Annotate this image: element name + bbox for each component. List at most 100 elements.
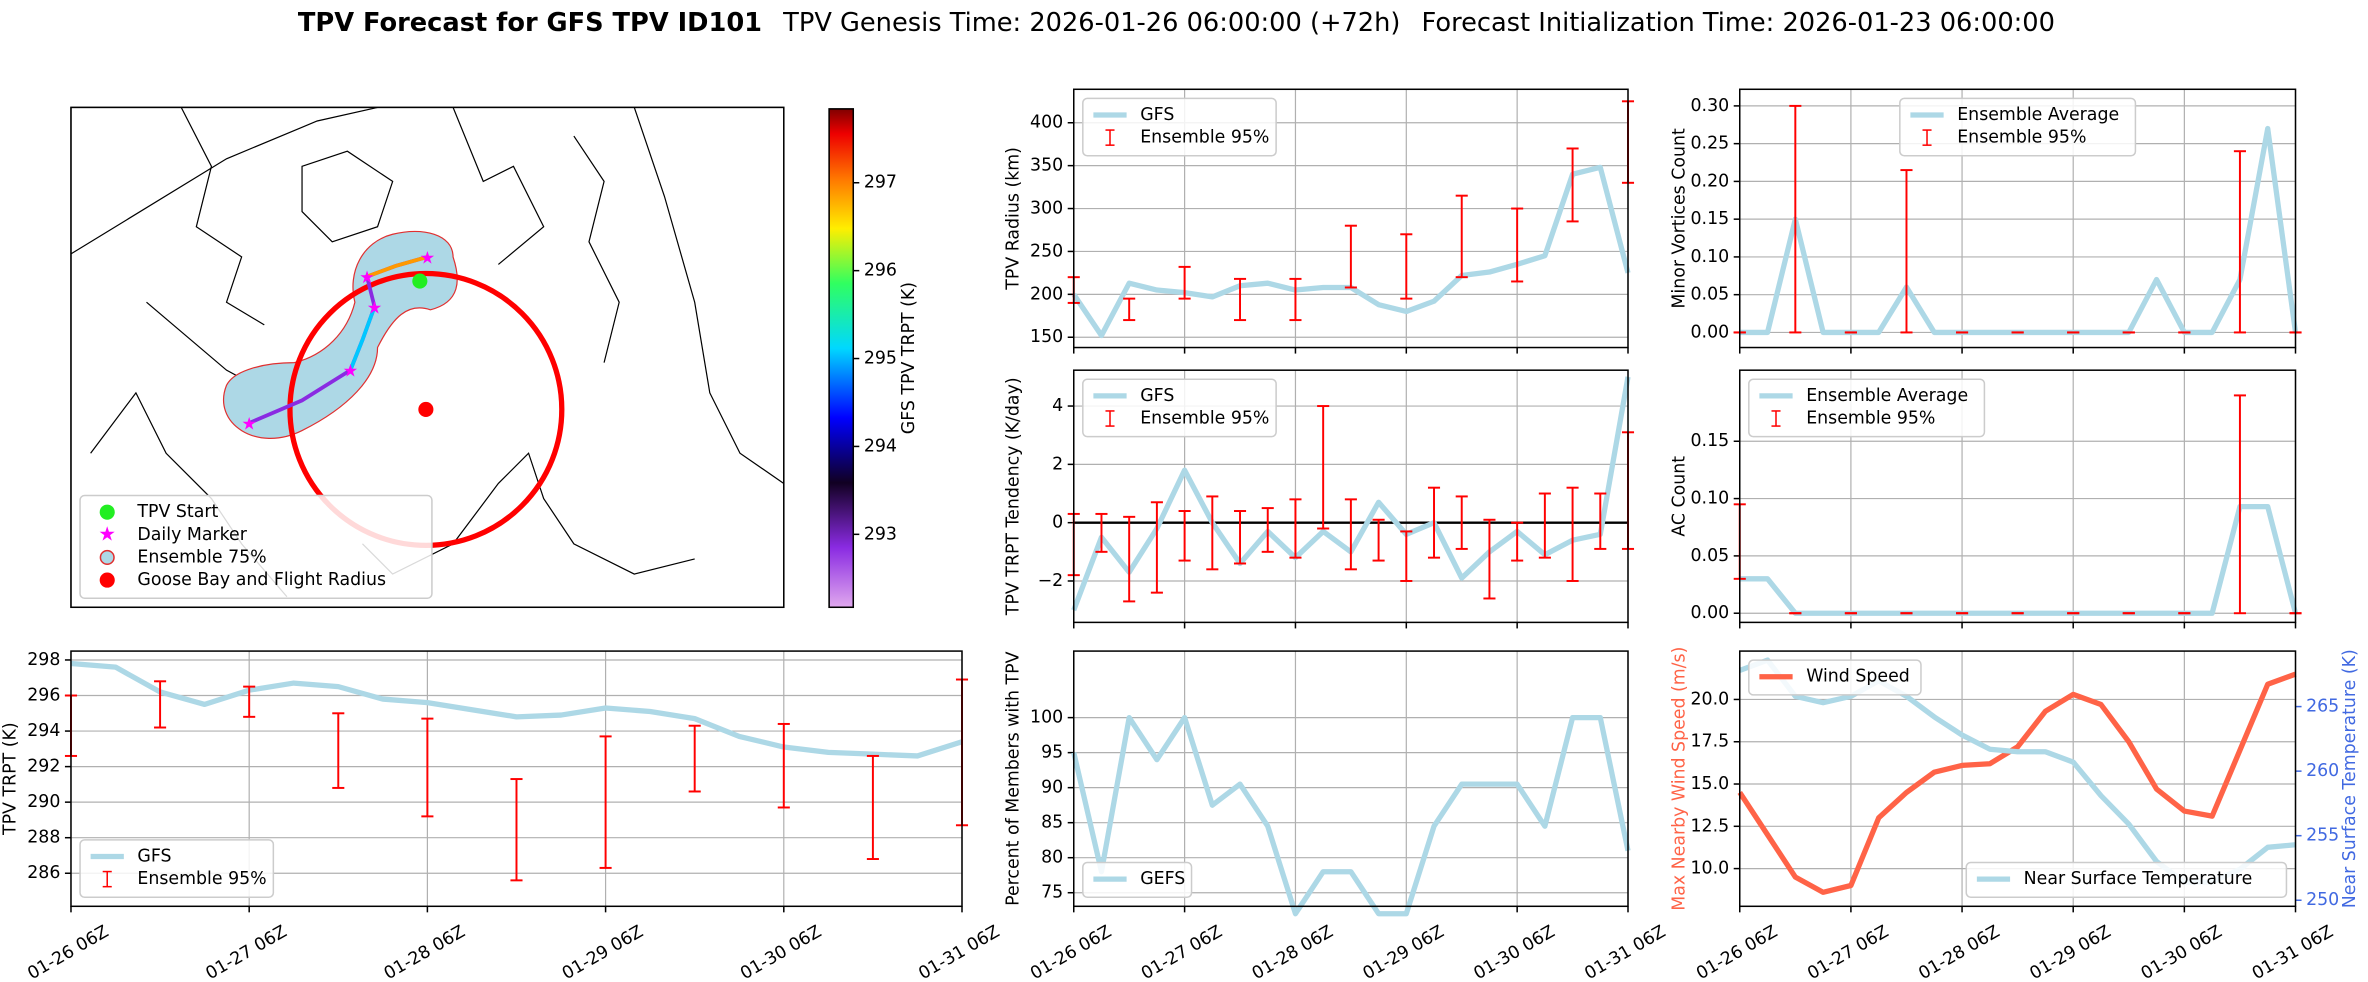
y-tick-label: 90 bbox=[1041, 778, 1063, 798]
legend-label: Near Surface Temperature bbox=[2024, 869, 2253, 889]
y-tick-label: 95 bbox=[1041, 743, 1063, 763]
y-tick-label: 4 bbox=[1052, 396, 1063, 416]
y-tick-label: 0.25 bbox=[1691, 134, 1730, 154]
map-frame bbox=[70, 106, 785, 609]
y-tick-label: 80 bbox=[1041, 848, 1063, 868]
svg-text:★: ★ bbox=[359, 268, 375, 288]
x-tick-label: 01-30 06Z bbox=[1470, 922, 1558, 982]
legend-symbol bbox=[99, 572, 115, 588]
y-tick-label: 294 bbox=[27, 721, 60, 741]
y-tick-label: 292 bbox=[27, 757, 60, 777]
y-tick-label: 288 bbox=[27, 828, 60, 848]
plot-frame bbox=[1739, 88, 2297, 349]
y-axis-label: Minor Vortices Count bbox=[1669, 128, 1689, 309]
y-axis-label: AC Count bbox=[1669, 456, 1689, 537]
legend-label: Daily Marker bbox=[137, 525, 247, 545]
plot-frame bbox=[1072, 650, 1629, 908]
colorbar-tick-label: 297 bbox=[864, 173, 897, 193]
y-axis-label: TPV TRPT (K) bbox=[1, 722, 21, 836]
y-tick-label: 0.10 bbox=[1691, 489, 1730, 509]
title-init: Forecast Initialization Time: 2026-01-23… bbox=[1422, 7, 2055, 37]
legend-label: Ensemble 95% bbox=[1140, 409, 1269, 429]
y-tick-label: 20.0 bbox=[1691, 689, 1730, 709]
y-axis-label: Percent of Members with TPV bbox=[1003, 651, 1023, 905]
legend-label: Ensemble 75% bbox=[137, 547, 266, 567]
y-tick-label: 75 bbox=[1041, 883, 1063, 903]
y-tick-label: 150 bbox=[1030, 327, 1063, 347]
y-tick-label: 0.00 bbox=[1691, 603, 1730, 623]
x-tick-label: 01-31 06Z bbox=[1581, 922, 1669, 982]
plot-frame bbox=[1739, 650, 2297, 908]
y-tick-label: 200 bbox=[1030, 284, 1063, 304]
y-tick-label: 10.0 bbox=[1691, 859, 1730, 879]
x-tick-label: 01-28 06Z bbox=[381, 922, 469, 982]
x-tick-label: 01-28 06Z bbox=[1249, 922, 1337, 982]
x-tick-label: 01-26 06Z bbox=[1693, 922, 1781, 982]
y-tick-label: 0.10 bbox=[1691, 247, 1730, 267]
legend-label: TPV Start bbox=[136, 502, 218, 522]
svg-text:★: ★ bbox=[420, 248, 436, 268]
x-tick-label: 01-29 06Z bbox=[1360, 922, 1448, 982]
plot-frame bbox=[70, 650, 963, 908]
legend-label: Ensemble 95% bbox=[137, 869, 266, 889]
legend-label: GEFS bbox=[1140, 869, 1185, 889]
x-tick-label: 01-30 06Z bbox=[737, 922, 825, 982]
svg-text:★: ★ bbox=[367, 298, 383, 318]
colorbar-tick-label: 295 bbox=[864, 349, 897, 369]
x-tick-label: 01-30 06Z bbox=[2138, 922, 2226, 982]
x-tick-label: 01-29 06Z bbox=[2027, 922, 2115, 982]
y2-tick-label: 260 bbox=[2306, 761, 2339, 781]
legend-label: GFS bbox=[1140, 105, 1174, 125]
y-tick-label: 286 bbox=[27, 863, 60, 883]
y-tick-label: −2 bbox=[1038, 571, 1064, 591]
y-tick-label: 15.0 bbox=[1691, 774, 1730, 794]
legend-label: Ensemble 95% bbox=[1957, 128, 2086, 148]
y-tick-label: 12.5 bbox=[1691, 816, 1730, 836]
title-main: TPV Forecast for GFS TPV ID101 bbox=[298, 7, 762, 37]
y-tick-label: 350 bbox=[1030, 156, 1063, 176]
x-tick-label: 01-28 06Z bbox=[1915, 922, 2003, 982]
y2-tick-label: 255 bbox=[2306, 826, 2339, 846]
y-tick-label: 0.20 bbox=[1691, 171, 1730, 191]
y-tick-label: 0 bbox=[1052, 513, 1063, 533]
series-line bbox=[70, 660, 963, 759]
legend-symbol: ★ bbox=[98, 522, 116, 545]
figure-title: TPV Forecast for GFS TPV ID101 TPV Genesi… bbox=[298, 7, 2055, 37]
y2-tick-label: 250 bbox=[2306, 890, 2339, 910]
x-tick-label: 01-27 06Z bbox=[203, 922, 291, 982]
legend-label: GFS bbox=[137, 846, 171, 866]
y-tick-label: 300 bbox=[1030, 199, 1063, 219]
x-tick-label: 01-26 06Z bbox=[1027, 922, 1115, 982]
y-tick-label: 0.30 bbox=[1691, 96, 1730, 116]
colorbar-tick-label: 296 bbox=[864, 261, 897, 281]
legend-box bbox=[1082, 378, 1277, 438]
title-genesis: TPV Genesis Time: 2026-01-26 06:00:00 (+… bbox=[782, 7, 1400, 37]
plot-frame bbox=[1739, 369, 2297, 624]
x-tick-label: 01-31 06Z bbox=[2249, 922, 2337, 982]
plot-frame bbox=[1072, 369, 1629, 624]
legend-box bbox=[1748, 378, 1986, 438]
legend-label: Ensemble 95% bbox=[1806, 409, 1935, 429]
legend-label: GFS bbox=[1140, 386, 1174, 406]
legend-label: Ensemble 95% bbox=[1140, 128, 1269, 148]
y-tick-label: 0.05 bbox=[1691, 546, 1730, 566]
series-line bbox=[1071, 714, 1631, 917]
y-tick-label: 85 bbox=[1041, 813, 1063, 833]
x-tick-label: 01-29 06Z bbox=[559, 922, 647, 982]
legend-box bbox=[1899, 97, 2137, 157]
x-tick-label: 01-26 06Z bbox=[24, 922, 112, 982]
x-tick-label: 01-27 06Z bbox=[1804, 922, 1892, 982]
x-tick-label: 01-27 06Z bbox=[1138, 922, 1226, 982]
y2-axis-label: Near Surface Temperature (K) bbox=[2340, 649, 2360, 908]
y-tick-label: 290 bbox=[27, 792, 60, 812]
y-tick-label: 100 bbox=[1030, 708, 1063, 728]
legend-box bbox=[79, 839, 275, 898]
y-axis-label: TPV TRPT Tendency (K/day) bbox=[1003, 377, 1023, 616]
colorbar-tick-label: 293 bbox=[864, 524, 897, 544]
colorbar-label: GFS TPV TRPT (K) bbox=[899, 282, 919, 434]
y-tick-label: 2 bbox=[1052, 454, 1063, 474]
colorbar-tick-label: 294 bbox=[864, 436, 897, 456]
legend-symbol bbox=[99, 504, 115, 520]
